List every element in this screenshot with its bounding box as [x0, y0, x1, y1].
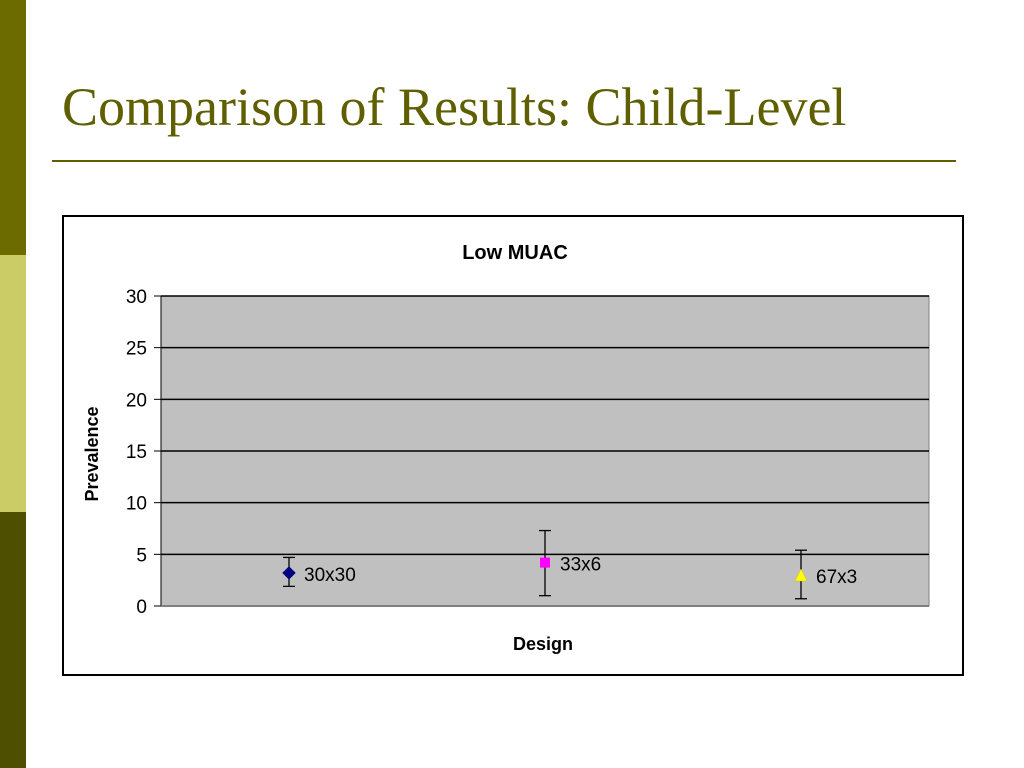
side-bar-segment-bottom — [0, 512, 26, 768]
y-tick-label: 15 — [126, 442, 147, 463]
y-tick-label: 20 — [126, 390, 147, 411]
side-bar-segment-middle — [0, 255, 26, 512]
chart-svg: Low MUAC 0 5 10 15 20 25 30 30x30 33x6 67x3 Desig… — [82, 242, 930, 654]
y-tick-label: 30 — [126, 287, 147, 308]
y-tick-label: 5 — [136, 545, 147, 566]
y-tick-label: 25 — [126, 339, 147, 360]
slide-title: Comparison of Results: Child-Level — [62, 77, 847, 137]
data-point-30x30 — [282, 566, 296, 580]
chart-title: Low MUAC — [462, 242, 568, 264]
y-tick-label: 10 — [126, 494, 147, 515]
side-bar-segment-top — [0, 0, 26, 255]
y-axis-label: Prevalence — [82, 406, 102, 501]
x-axis-label: Design — [513, 634, 573, 654]
data-label-30x30: 30x30 — [304, 565, 356, 586]
data-label-33x6: 33x6 — [560, 555, 601, 576]
chart-frame: Low MUAC 0 5 10 15 20 25 30 30x30 33x6 67x3 Desig… — [62, 215, 964, 676]
title-underline — [52, 160, 956, 162]
data-point-67x3 — [794, 568, 808, 582]
side-accent-bar — [0, 0, 26, 768]
data-point-33x6 — [540, 557, 550, 568]
plot-area: 0 5 10 15 20 25 30 30x30 33x6 67x3 — [126, 287, 930, 618]
y-tick-label: 0 — [136, 597, 147, 618]
data-label-67x3: 67x3 — [816, 567, 857, 588]
